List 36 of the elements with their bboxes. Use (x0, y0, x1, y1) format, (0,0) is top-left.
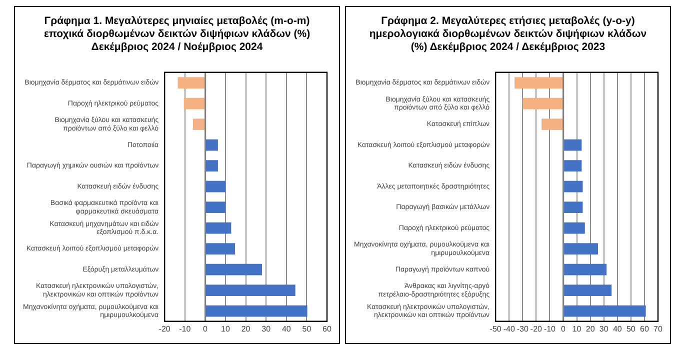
x-tick-label: -10 (544, 324, 556, 334)
x-tick-label: -10 (179, 324, 192, 334)
x-tick-label: 30 (599, 324, 609, 334)
bar (206, 264, 262, 276)
x-tick-label: 0 (561, 324, 566, 334)
bar (206, 202, 226, 213)
x-tick-label: -40 (503, 324, 516, 334)
x-tick-label: 60 (640, 324, 650, 334)
x-tick-label: 40 (612, 324, 622, 334)
x-tick-label: 70 (654, 324, 663, 334)
chart-title: Γράφημα 1. Μεγαλύτερες μηνιαίες μεταβολές (m-o-m) εποχικά διορθωμένων δεικτών διψήφιων κλάδων (%) Δεκέμβριος 2024 / Νοέμβριος 2024 (42, 14, 312, 54)
bar (184, 98, 204, 110)
x-tick-label: 50 (626, 324, 636, 334)
bar (206, 139, 218, 151)
x-tick-label: 0 (202, 324, 208, 334)
x-tick-label: -30 (516, 324, 529, 334)
x-tick-label: 20 (586, 324, 596, 334)
chart-title: Γράφημα 2. Μεγαλύτερες ετήσιες μεταβολές (y-o-y) ημερολογιακά διορθωμένων δεικτών διψήφιων κλάδων (%) Δεκέμβριος 2024 / Δεκέμβριος 2023 (368, 14, 648, 54)
x-tick-label: 40 (282, 324, 292, 334)
x-tick-label: 20 (241, 324, 251, 334)
bar (206, 222, 232, 234)
bar (206, 284, 296, 296)
x-tick-label: 60 (322, 324, 332, 334)
bar (178, 77, 204, 88)
x-tick-label: 10 (572, 324, 582, 334)
bar (206, 160, 218, 172)
x-tick-label: -20 (158, 324, 171, 334)
x-tick-label: 30 (262, 324, 272, 334)
bar (206, 243, 236, 254)
bar (206, 180, 226, 192)
x-tick-label: -50 (490, 324, 502, 334)
bar (206, 305, 308, 317)
bar (193, 118, 204, 130)
x-tick-label: 50 (302, 324, 312, 334)
x-tick-label: 10 (221, 324, 230, 334)
x-tick-label: -20 (530, 324, 543, 334)
